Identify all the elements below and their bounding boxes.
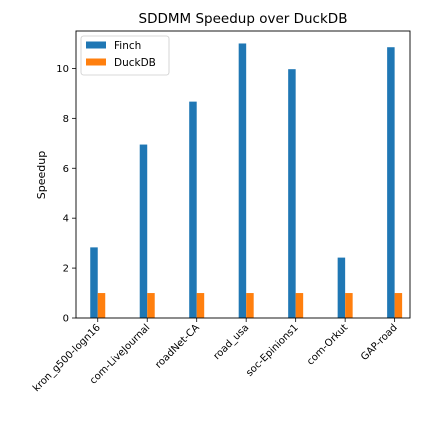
y-tick-label: 8 [63, 114, 69, 125]
bar-finch-4 [288, 69, 296, 319]
y-tick-label: 10 [56, 64, 69, 75]
bar-duckdb-1 [147, 293, 155, 318]
y-axis-label: Speedup [35, 151, 48, 199]
bar-finch-2 [189, 101, 197, 318]
bar-duckdb-2 [196, 293, 205, 318]
bar-duckdb-0 [97, 293, 106, 318]
bar-duckdb-4 [295, 293, 304, 318]
bar-finch-3 [238, 43, 247, 318]
legend-label-finch: Finch [114, 40, 141, 52]
bar-finch-6 [387, 47, 395, 318]
bar-finch-0 [90, 247, 98, 318]
bar-duckdb-3 [246, 293, 254, 318]
x-tick-label: roadNet-CA [153, 322, 202, 371]
x-tick-label: com-Orkut [305, 322, 350, 367]
legend-swatch-finch [86, 41, 106, 49]
y-ticks: 0 2 4 6 8 10 [56, 64, 76, 325]
chart-title: SDDMM Speedup over DuckDB [139, 11, 348, 27]
y-tick-label: 0 [63, 314, 69, 325]
y-tick-label: 2 [63, 264, 69, 275]
x-tick-label: road_usa [212, 322, 252, 362]
x-tick-label: soc-Epinions1 [244, 322, 301, 379]
x-tick-label: GAP-road [359, 322, 400, 363]
bar-duckdb-5 [345, 293, 353, 318]
y-tick-label: 4 [63, 214, 69, 225]
bars-group [90, 43, 403, 319]
bar-finch-5 [337, 257, 346, 318]
y-tick-label: 6 [63, 164, 69, 175]
legend: Finch DuckDB [80, 35, 170, 76]
legend-swatch-duckdb [86, 58, 106, 66]
bar-duckdb-6 [394, 293, 403, 318]
plot-frame [75, 30, 411, 319]
legend-label-duckdb: DuckDB [114, 57, 156, 69]
bar-finch-1 [139, 144, 148, 318]
